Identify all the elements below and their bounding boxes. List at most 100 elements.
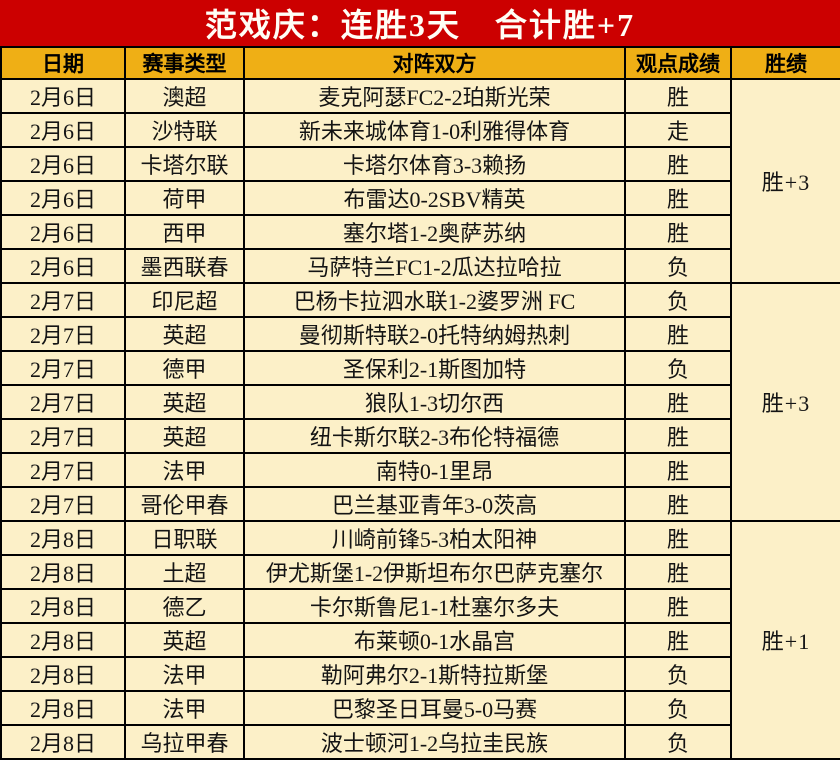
- result-cell: 胜: [624, 78, 732, 114]
- column-header-3: 对阵双方: [243, 46, 626, 80]
- result-cell: 胜: [624, 486, 732, 522]
- table-row: 2月8日 法甲 巴黎圣日耳曼5-0马赛负: [0, 690, 840, 726]
- date-cell: 2月8日: [0, 724, 126, 760]
- match-cell: 勒阿弗尔2-1斯特拉斯堡: [243, 656, 626, 692]
- results-table: 日期 赛事类型 对阵双方 观点成绩 胜绩 2月6日 澳超 麦克阿瑟FC2-2珀斯光荣胜胜+3…: [0, 46, 840, 760]
- league-cell: 哥伦甲春: [124, 486, 245, 522]
- league-cell: 西甲: [124, 214, 245, 250]
- league-cell: 法甲: [124, 690, 245, 726]
- date-cell: 2月8日: [0, 520, 126, 556]
- summary-cell-group-2: 胜+3: [730, 282, 840, 522]
- match-cell: 狼队1-3切尔西: [243, 384, 626, 420]
- date-cell: 2月7日: [0, 486, 126, 522]
- table-row: 2月7日 印尼超 巴杨卡拉泗水联1-2婆罗洲 FC 负胜+3: [0, 282, 840, 522]
- league-cell: 法甲: [124, 452, 245, 488]
- result-cell: 胜: [624, 520, 732, 556]
- result-cell: 胜: [624, 554, 732, 590]
- table-row: 2月8日 德乙 卡尔斯鲁尼1-1杜塞尔多夫胜: [0, 588, 840, 624]
- result-cell: 胜: [624, 384, 732, 420]
- table-row: 2月8日 土超 伊尤斯堡1-2伊斯坦布尔巴萨克塞尔胜: [0, 554, 840, 590]
- date-cell: 2月7日: [0, 418, 126, 454]
- column-header-2: 赛事类型: [124, 46, 245, 80]
- date-cell: 2月8日: [0, 554, 126, 590]
- date-cell: 2月6日: [0, 214, 126, 250]
- table-row: 2月8日 英超 布莱顿0-1水晶宫胜: [0, 622, 840, 658]
- result-cell: 负: [624, 350, 732, 386]
- table-row: 2月7日 英超 狼队1-3切尔西胜: [0, 384, 840, 420]
- league-cell: 土超: [124, 554, 245, 590]
- league-cell: 乌拉甲春: [124, 724, 245, 760]
- result-cell: 负: [624, 656, 732, 692]
- match-cell: 巴黎圣日耳曼5-0马赛: [243, 690, 626, 726]
- date-cell: 2月6日: [0, 146, 126, 182]
- table-row: 2月8日 日职联 川崎前锋5-3柏太阳神胜胜+1: [0, 520, 840, 760]
- table-row: 2月6日 澳超 麦克阿瑟FC2-2珀斯光荣胜胜+3: [0, 78, 840, 284]
- summary-cell-group-3: 胜+1: [730, 520, 840, 760]
- match-cell: 巴兰基亚青年3-0茨高: [243, 486, 626, 522]
- table-header: 日期 赛事类型 对阵双方 观点成绩 胜绩: [0, 46, 840, 80]
- league-cell: 英超: [124, 418, 245, 454]
- match-cell: 布雷达0-2SBV精英: [243, 180, 626, 216]
- table-row: 2月6日 西甲 塞尔塔1-2奥萨苏纳胜: [0, 214, 840, 250]
- column-header-1: 日期: [0, 46, 126, 80]
- match-cell: 塞尔塔1-2奥萨苏纳: [243, 214, 626, 250]
- table-row: 2月7日 英超 曼彻斯特联2-0托特纳姆热刺胜: [0, 316, 840, 352]
- league-cell: 英超: [124, 622, 245, 658]
- date-cell: 2月8日: [0, 656, 126, 692]
- match-cell: 纽卡斯尔联2-3布伦特福德: [243, 418, 626, 454]
- table-row: 2月6日 沙特联 新未来城体育1-0利雅得体育走: [0, 112, 840, 148]
- table-row: 2月7日 哥伦甲春 巴兰基亚青年3-0茨高胜: [0, 486, 840, 522]
- league-cell: 英超: [124, 384, 245, 420]
- match-cell: 川崎前锋5-3柏太阳神: [243, 520, 626, 556]
- date-cell: 2月8日: [0, 588, 126, 624]
- league-cell: 澳超: [124, 78, 245, 114]
- match-cell: 卡尔斯鲁尼1-1杜塞尔多夫: [243, 588, 626, 624]
- header-row: 日期 赛事类型 对阵双方 观点成绩 胜绩: [0, 46, 840, 80]
- result-cell: 负: [624, 724, 732, 760]
- match-cell: 麦克阿瑟FC2-2珀斯光荣: [243, 78, 626, 114]
- result-cell: 负: [624, 282, 732, 318]
- result-cell: 胜: [624, 452, 732, 488]
- table-row: 2月8日 法甲 勒阿弗尔2-1斯特拉斯堡负: [0, 656, 840, 692]
- result-cell: 胜: [624, 622, 732, 658]
- league-cell: 墨西联春: [124, 248, 245, 284]
- table-row: 2月8日 乌拉甲春 波士顿河1-2乌拉圭民族负: [0, 724, 840, 760]
- column-header-5: 胜绩: [730, 46, 840, 80]
- league-cell: 沙特联: [124, 112, 245, 148]
- date-cell: 2月7日: [0, 316, 126, 352]
- match-cell: 圣保利2-1斯图加特: [243, 350, 626, 386]
- league-cell: 印尼超: [124, 282, 245, 318]
- match-cell: 伊尤斯堡1-2伊斯坦布尔巴萨克塞尔: [243, 554, 626, 590]
- result-cell: 胜: [624, 418, 732, 454]
- result-cell: 胜: [624, 316, 732, 352]
- table-row: 2月6日 卡塔尔联 卡塔尔体育3-3赖扬胜: [0, 146, 840, 182]
- title-banner: 范戏庆：连胜3天 合计胜+7: [0, 0, 840, 46]
- league-cell: 法甲: [124, 656, 245, 692]
- result-cell: 胜: [624, 146, 732, 182]
- table-row: 2月7日 英超 纽卡斯尔联2-3布伦特福德胜: [0, 418, 840, 454]
- result-cell: 负: [624, 690, 732, 726]
- result-cell: 胜: [624, 180, 732, 216]
- date-cell: 2月8日: [0, 690, 126, 726]
- result-cell: 走: [624, 112, 732, 148]
- league-cell: 日职联: [124, 520, 245, 556]
- table-row: 2月6日 荷甲 布雷达0-2SBV精英胜: [0, 180, 840, 216]
- date-cell: 2月7日: [0, 452, 126, 488]
- date-cell: 2月6日: [0, 112, 126, 148]
- date-cell: 2月6日: [0, 248, 126, 284]
- date-cell: 2月6日: [0, 78, 126, 114]
- match-cell: 新未来城体育1-0利雅得体育: [243, 112, 626, 148]
- table-row: 2月7日 法甲 南特0-1里昂胜: [0, 452, 840, 488]
- league-cell: 荷甲: [124, 180, 245, 216]
- result-cell: 胜: [624, 588, 732, 624]
- match-cell: 巴杨卡拉泗水联1-2婆罗洲 FC: [243, 282, 626, 318]
- league-cell: 卡塔尔联: [124, 146, 245, 182]
- column-header-4: 观点成绩: [624, 46, 732, 80]
- date-cell: 2月7日: [0, 350, 126, 386]
- table-row: 2月7日 德甲 圣保利2-1斯图加特负: [0, 350, 840, 386]
- match-cell: 曼彻斯特联2-0托特纳姆热刺: [243, 316, 626, 352]
- match-cell: 卡塔尔体育3-3赖扬: [243, 146, 626, 182]
- match-cell: 南特0-1里昂: [243, 452, 626, 488]
- page-title: 范戏庆：连胜3天 合计胜+7: [204, 7, 636, 43]
- league-cell: 英超: [124, 316, 245, 352]
